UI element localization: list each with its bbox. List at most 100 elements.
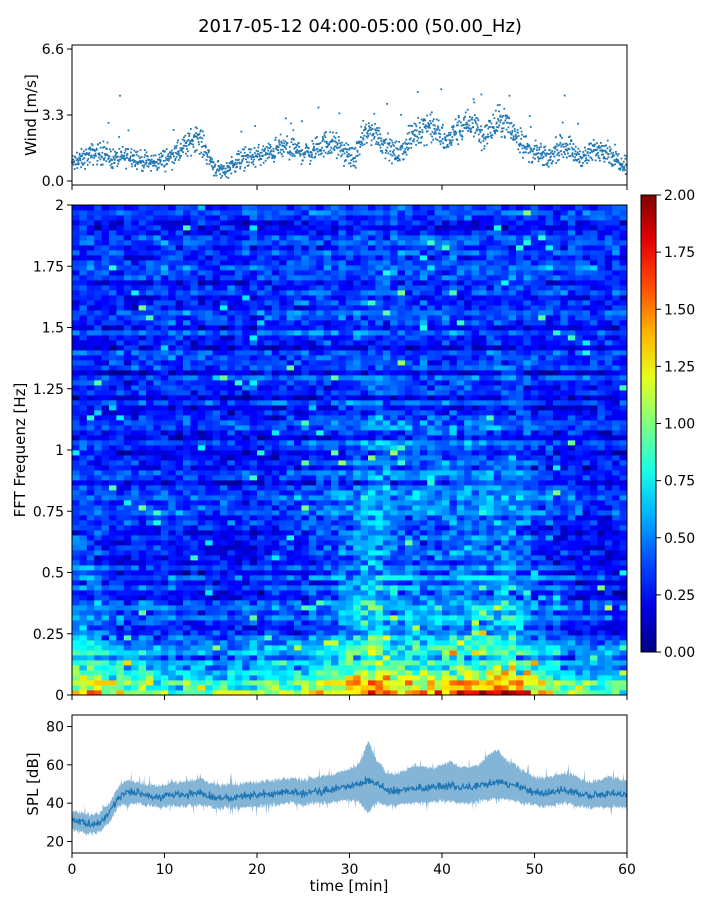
spectrogram-cell bbox=[553, 655, 561, 661]
spectrogram-cell bbox=[279, 605, 287, 611]
wind-point bbox=[112, 148, 115, 151]
spectrogram-cell bbox=[619, 660, 628, 666]
spectrogram-cell bbox=[79, 640, 88, 646]
spectrogram-cell bbox=[471, 685, 480, 691]
spectrogram-cell bbox=[419, 495, 428, 501]
spectrogram-cell bbox=[131, 540, 139, 546]
spectrogram-cell bbox=[101, 505, 110, 511]
wind-point bbox=[428, 123, 431, 126]
wind-point bbox=[487, 127, 490, 130]
spectrogram-cell bbox=[316, 525, 324, 531]
spectrogram-cell bbox=[220, 635, 228, 641]
wind-point bbox=[273, 154, 276, 157]
spectrogram-cell bbox=[138, 540, 147, 546]
spectrogram-cell bbox=[575, 615, 583, 621]
spectrogram-cell bbox=[412, 515, 421, 521]
spectrogram-cell bbox=[508, 565, 517, 571]
wind-point bbox=[521, 144, 524, 147]
wind-point bbox=[156, 167, 159, 170]
wind-point bbox=[153, 164, 156, 167]
wind-point bbox=[247, 156, 249, 159]
spectrogram-cell bbox=[79, 595, 88, 601]
spectrogram-cell bbox=[212, 610, 221, 616]
spectrogram-cell bbox=[197, 650, 206, 656]
spectrogram-cell bbox=[197, 560, 206, 566]
wind-point bbox=[506, 121, 509, 124]
spectrogram-cell bbox=[116, 540, 125, 546]
wind-point bbox=[280, 153, 283, 156]
wind-point bbox=[415, 143, 417, 146]
spectrogram-cell bbox=[449, 645, 458, 651]
spectrogram-cell bbox=[612, 545, 620, 551]
spectrogram-cell bbox=[220, 585, 228, 591]
spectrogram-cell bbox=[382, 545, 391, 551]
wind-point bbox=[116, 165, 119, 168]
spectrogram-cell bbox=[382, 495, 391, 501]
spectrogram-cell bbox=[153, 605, 162, 611]
spectrogram-cell bbox=[153, 660, 162, 666]
wind-point bbox=[556, 149, 559, 152]
spectrogram-cell bbox=[427, 490, 435, 496]
spectrogram-cell bbox=[212, 560, 221, 566]
spectrogram-cell bbox=[567, 515, 576, 521]
spectrogram-cell bbox=[160, 520, 169, 526]
spectrogram-cell bbox=[575, 530, 583, 536]
wind-point bbox=[610, 162, 612, 165]
wind-point bbox=[479, 131, 482, 133]
spectrogram-cell bbox=[390, 480, 398, 486]
spectrogram-cell bbox=[486, 520, 495, 526]
spectrogram-cell bbox=[368, 625, 376, 631]
wind-point bbox=[552, 146, 555, 149]
spectrogram-cell bbox=[405, 495, 413, 501]
spectrogram-cell bbox=[582, 680, 591, 686]
spectrogram-cell bbox=[264, 690, 273, 696]
spectrogram-cell bbox=[560, 680, 569, 686]
spectrogram-cell bbox=[323, 530, 332, 536]
spectrogram-cell bbox=[523, 650, 532, 656]
spectrogram-cell bbox=[183, 665, 191, 671]
wind-point bbox=[460, 124, 463, 127]
wind-point bbox=[428, 126, 431, 129]
wind-point bbox=[313, 156, 316, 159]
spectrogram-cell bbox=[271, 555, 280, 561]
wind-point bbox=[339, 144, 342, 147]
spectrogram-cell bbox=[109, 650, 117, 656]
spectrogram-cell bbox=[257, 590, 265, 596]
spectrogram-cell bbox=[308, 480, 317, 486]
spectrogram-cell bbox=[168, 500, 176, 506]
spectrogram-cell bbox=[286, 645, 295, 651]
spectrogram-cell bbox=[234, 560, 243, 566]
spectrogram-cell bbox=[212, 615, 221, 621]
spectrogram-cell bbox=[590, 570, 598, 576]
wind-point bbox=[373, 112, 376, 115]
spectrogram-cell bbox=[471, 575, 480, 581]
spectrogram-cell bbox=[101, 680, 110, 686]
spectrogram-cell bbox=[538, 615, 546, 621]
wind-point bbox=[208, 149, 211, 152]
spectrogram-cell bbox=[345, 635, 354, 641]
spectrogram-cell bbox=[360, 620, 369, 626]
wind-point bbox=[373, 136, 376, 138]
wind-point bbox=[164, 159, 167, 162]
spectrogram-cell bbox=[530, 520, 539, 526]
spectrogram-cell bbox=[279, 610, 287, 616]
spectrogram-cell bbox=[553, 525, 561, 531]
spectrogram-cell bbox=[523, 540, 532, 546]
spectrogram-cell bbox=[553, 575, 561, 581]
spectrogram-cell bbox=[131, 575, 139, 581]
spectrogram-cell bbox=[242, 630, 250, 636]
spectrogram-cell bbox=[338, 475, 347, 481]
spectrogram-cell bbox=[442, 485, 450, 491]
spectrogram-cell bbox=[220, 520, 228, 526]
wind-point bbox=[220, 168, 223, 171]
spectrogram-cell bbox=[560, 650, 569, 656]
spectrogram-cell bbox=[94, 560, 102, 566]
spectrogram-cell bbox=[419, 490, 428, 496]
wind-point bbox=[265, 151, 267, 154]
spectrogram-cell bbox=[390, 475, 398, 481]
spectrogram-cell bbox=[175, 485, 184, 491]
spectrogram-cell bbox=[190, 575, 199, 581]
wind-point bbox=[474, 131, 477, 134]
wind-point bbox=[142, 161, 145, 163]
wind-point bbox=[426, 130, 429, 133]
